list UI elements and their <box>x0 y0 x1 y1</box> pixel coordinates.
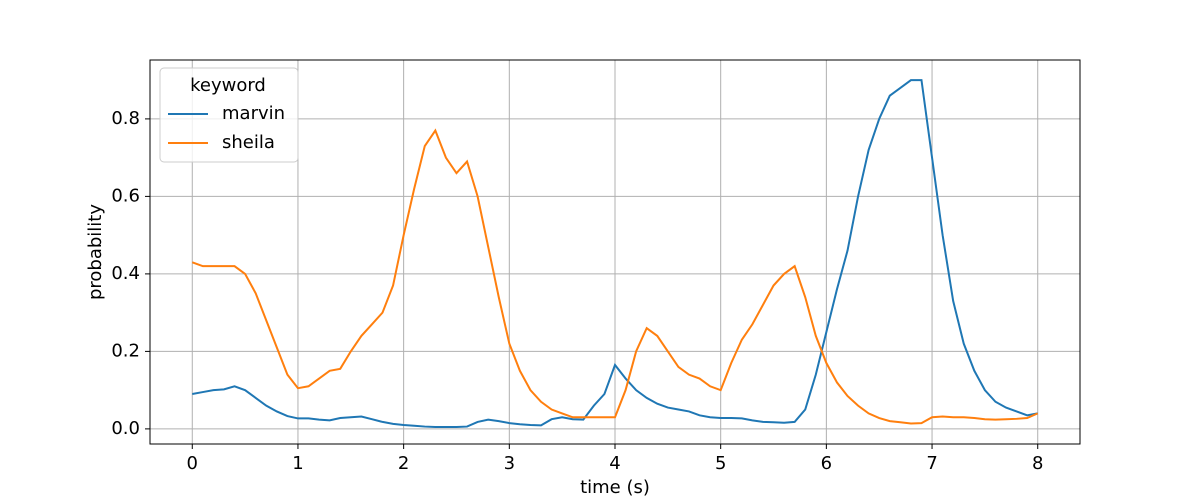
x-tick-label: 6 <box>821 453 832 474</box>
data-line <box>191 128 1039 425</box>
plot-frame <box>149 59 1081 445</box>
x-tick-label: 1 <box>292 453 303 474</box>
data-line <box>192 79 1038 428</box>
y-tick-label: 0.2 <box>111 340 140 361</box>
legend-box <box>159 67 299 163</box>
legend-label: sheila <box>222 132 275 153</box>
y-tick-label: 0.0 <box>111 418 140 439</box>
y-tick-label: 0.8 <box>111 108 140 129</box>
y-tick-label: 0.4 <box>111 263 140 284</box>
x-tick-label: 3 <box>504 453 515 474</box>
x-tick-label: 5 <box>715 453 726 474</box>
legend-label: marvin <box>222 103 285 124</box>
y-tick-label: 0.6 <box>111 185 140 206</box>
x-tick-label: 4 <box>609 453 620 474</box>
legend-title: keyword <box>190 75 266 96</box>
x-tick-label: 8 <box>1032 453 1043 474</box>
x-tick-label: 7 <box>926 453 937 474</box>
x-axis-label: time (s) <box>580 477 650 498</box>
x-tick-label: 2 <box>398 453 409 474</box>
x-tick-label: 0 <box>187 453 198 474</box>
y-axis-label: probability <box>85 204 106 300</box>
